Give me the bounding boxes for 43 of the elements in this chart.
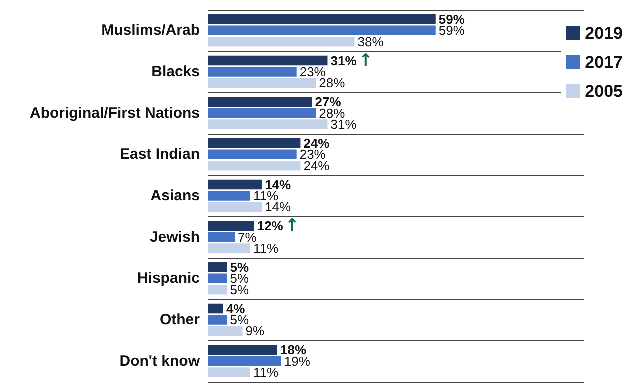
- bar: [208, 274, 228, 284]
- legend-label: 2005: [585, 82, 624, 101]
- y-tick-label: Jewish: [150, 228, 200, 246]
- y-tick-label: Blacks: [152, 64, 200, 80]
- bar: [208, 97, 312, 107]
- data-label: 31%↑: [330, 50, 373, 71]
- y-tick-label: Don't know: [120, 352, 200, 370]
- bar: [208, 326, 243, 336]
- bar: [208, 67, 297, 77]
- bar: [208, 191, 250, 201]
- bar: [208, 232, 236, 242]
- bar: [208, 150, 297, 160]
- y-tick-label: Hispanic: [137, 270, 200, 288]
- data-label: 11%: [253, 365, 279, 380]
- y-tick-label: Aboriginal/First Nations: [30, 104, 200, 122]
- bar: [208, 138, 301, 148]
- bar: [208, 161, 301, 171]
- legend-label: 2017: [585, 53, 624, 72]
- bar: [208, 315, 228, 325]
- bar: [208, 108, 316, 118]
- y-tick-label: Asians: [150, 188, 200, 204]
- bar: [208, 180, 262, 190]
- y-tick-label: Other: [160, 312, 200, 328]
- y-tick-label: East Indian: [120, 146, 200, 164]
- bar: [208, 345, 278, 355]
- legend-label: 2019: [585, 24, 624, 43]
- bar: [208, 221, 254, 231]
- bar: [208, 202, 262, 212]
- bar: [208, 285, 228, 295]
- bar: [208, 37, 355, 47]
- bar: [208, 356, 282, 366]
- bar: [208, 368, 250, 378]
- bar: [208, 262, 228, 272]
- data-label: 12%↑: [257, 216, 300, 236]
- data-label: 38%: [358, 34, 384, 50]
- y-tick-label: Muslims/Arab: [102, 22, 200, 40]
- bar: [208, 78, 316, 88]
- bar: [208, 244, 250, 254]
- bar: [208, 26, 436, 36]
- bar: [208, 120, 328, 130]
- bar: [208, 14, 436, 24]
- bar: [208, 56, 328, 66]
- bar: [208, 304, 224, 314]
